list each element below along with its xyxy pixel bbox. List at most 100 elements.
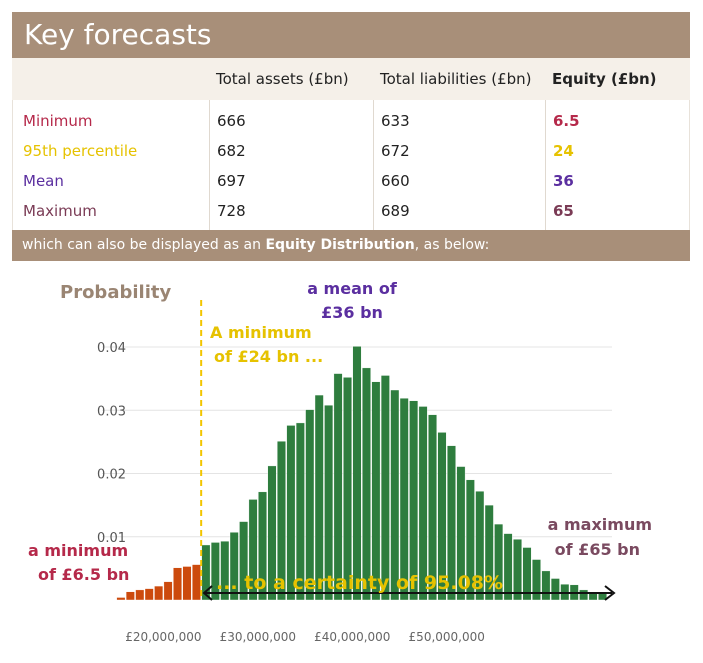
max-annotation-line1: a maximum bbox=[548, 515, 652, 534]
chart-yticks: 0.01 0.02 0.03 0.04 bbox=[97, 341, 126, 546]
y-tick-label: 0.01 bbox=[97, 531, 126, 546]
threshold-annotation-line2: of £24 bn ... bbox=[214, 347, 323, 366]
row-label: Minimum bbox=[23, 112, 93, 130]
footer-bold: Equity Distribution bbox=[265, 237, 415, 253]
y-tick-label: 0.04 bbox=[97, 341, 126, 356]
footer-prefix: which can also be displayed as an bbox=[22, 237, 266, 253]
histogram-bar bbox=[475, 491, 485, 601]
histogram-bar bbox=[135, 589, 145, 601]
histogram-bar bbox=[428, 414, 437, 601]
y-tick-label: 0.03 bbox=[97, 404, 126, 419]
chart-bars bbox=[116, 346, 607, 601]
histogram-bar bbox=[409, 400, 419, 601]
histogram-bar bbox=[248, 499, 258, 601]
cell-liabilities: 633 bbox=[381, 112, 410, 130]
cell-assets: 697 bbox=[217, 172, 246, 190]
cell-liabilities: 672 bbox=[381, 142, 410, 160]
table-row-mean: Mean 697 660 36 bbox=[13, 166, 689, 196]
row-label: Mean bbox=[23, 172, 64, 190]
y-axis-label: Probability bbox=[60, 282, 171, 303]
histogram-bar bbox=[182, 566, 192, 601]
table-row-95th-percentile: 95th percentile 682 672 24 bbox=[13, 136, 689, 166]
histogram-bar bbox=[324, 404, 334, 601]
histogram-bar bbox=[447, 445, 456, 601]
histogram-bar bbox=[267, 465, 277, 601]
histogram-bar bbox=[418, 406, 428, 601]
equity-distribution-chart: 0.010.020.030.04 £20,000,000 £30,000,000 £… bbox=[28, 279, 652, 644]
histogram-bar bbox=[541, 570, 551, 601]
histogram-bar bbox=[522, 547, 532, 601]
histogram-bar bbox=[343, 377, 352, 601]
max-annotation-line2: of £65 bn bbox=[555, 540, 640, 559]
histogram-bar bbox=[286, 425, 296, 601]
row-label: Maximum bbox=[23, 202, 97, 220]
histogram-bar bbox=[173, 567, 182, 601]
table-header-row: Total assets (£bn) Total liabilities (£b… bbox=[12, 58, 690, 100]
histogram-bar bbox=[380, 375, 390, 601]
x-tick-label: £50,000,000 bbox=[409, 630, 485, 644]
min-annotation-line2: of £6.5 bn bbox=[38, 565, 129, 584]
histogram-bar bbox=[163, 581, 173, 601]
histogram-bar bbox=[532, 559, 541, 601]
histogram-bar bbox=[305, 409, 315, 601]
histogram-bar bbox=[456, 466, 466, 601]
cell-assets: 682 bbox=[217, 142, 246, 160]
chart-xticks: £20,000,000 £30,000,000 £40,000,000 £50,000… bbox=[125, 630, 485, 644]
cell-equity: 24 bbox=[553, 142, 574, 160]
histogram-bar bbox=[229, 532, 239, 601]
histogram-bar bbox=[352, 346, 362, 601]
cell-equity: 65 bbox=[553, 202, 574, 220]
histogram-bar bbox=[239, 521, 249, 601]
cell-liabilities: 660 bbox=[381, 172, 410, 190]
key-forecasts-table: Key forecasts Total assets (£bn) Total l… bbox=[12, 12, 690, 261]
certainty-arrow-right-head bbox=[604, 585, 616, 601]
histogram-bar bbox=[503, 533, 513, 601]
mean-annotation-line1: a mean of bbox=[307, 279, 398, 298]
cell-equity: 6.5 bbox=[553, 112, 580, 130]
threshold-annotation-line1: A minimum bbox=[210, 323, 312, 342]
table-row-minimum: Minimum 666 633 6.5 bbox=[13, 106, 689, 136]
x-tick-label: £40,000,000 bbox=[314, 630, 390, 644]
histogram-bar bbox=[465, 479, 475, 601]
cell-equity: 36 bbox=[553, 172, 574, 190]
footer-suffix: , as below: bbox=[414, 237, 490, 253]
histogram-bar bbox=[579, 589, 589, 601]
histogram-bar bbox=[295, 422, 305, 601]
min-annotation-line1: a minimum bbox=[28, 541, 128, 560]
cell-liabilities: 689 bbox=[381, 202, 410, 220]
cell-assets: 728 bbox=[217, 202, 246, 220]
x-tick-label: £20,000,000 bbox=[125, 630, 201, 644]
histogram-bar bbox=[210, 542, 220, 601]
histogram-bar bbox=[513, 539, 522, 601]
histogram-bar bbox=[437, 432, 447, 601]
table-body: Minimum 666 633 6.5 95th percentile 682 … bbox=[12, 100, 690, 230]
mean-annotation-line2: £36 bn bbox=[321, 303, 383, 322]
table-row-maximum: Maximum 728 689 65 bbox=[13, 196, 689, 226]
histogram-bar bbox=[258, 491, 267, 601]
x-tick-label: £30,000,000 bbox=[220, 630, 296, 644]
histogram-bar bbox=[277, 441, 286, 601]
certainty-arrow-left-head bbox=[202, 585, 213, 601]
histogram-bar bbox=[125, 591, 135, 601]
col-header-liabilities: Total liabilities (£bn) bbox=[380, 70, 532, 88]
histogram-bar bbox=[390, 389, 400, 601]
table-title: Key forecasts bbox=[12, 12, 690, 58]
histogram-bar bbox=[192, 564, 201, 601]
histogram-bar bbox=[154, 585, 164, 601]
histogram-bar bbox=[484, 504, 494, 601]
cell-assets: 666 bbox=[217, 112, 246, 130]
y-tick-label: 0.02 bbox=[97, 468, 126, 483]
histogram-bar bbox=[494, 523, 504, 601]
histogram-bar bbox=[399, 398, 409, 601]
col-header-assets: Total assets (£bn) bbox=[216, 70, 349, 88]
col-header-equity: Equity (£bn) bbox=[552, 70, 657, 88]
histogram-bar bbox=[550, 578, 560, 601]
histogram-bar bbox=[220, 540, 230, 601]
table-footer: which can also be displayed as an Equity… bbox=[12, 230, 690, 261]
histogram-bar bbox=[314, 394, 324, 601]
histogram-bar bbox=[371, 381, 381, 601]
certainty-annotation: ... to a certainty of 95.08% bbox=[216, 572, 503, 594]
histogram-bar bbox=[333, 373, 343, 601]
histogram-bar bbox=[362, 367, 371, 601]
histogram-bar bbox=[116, 597, 126, 601]
